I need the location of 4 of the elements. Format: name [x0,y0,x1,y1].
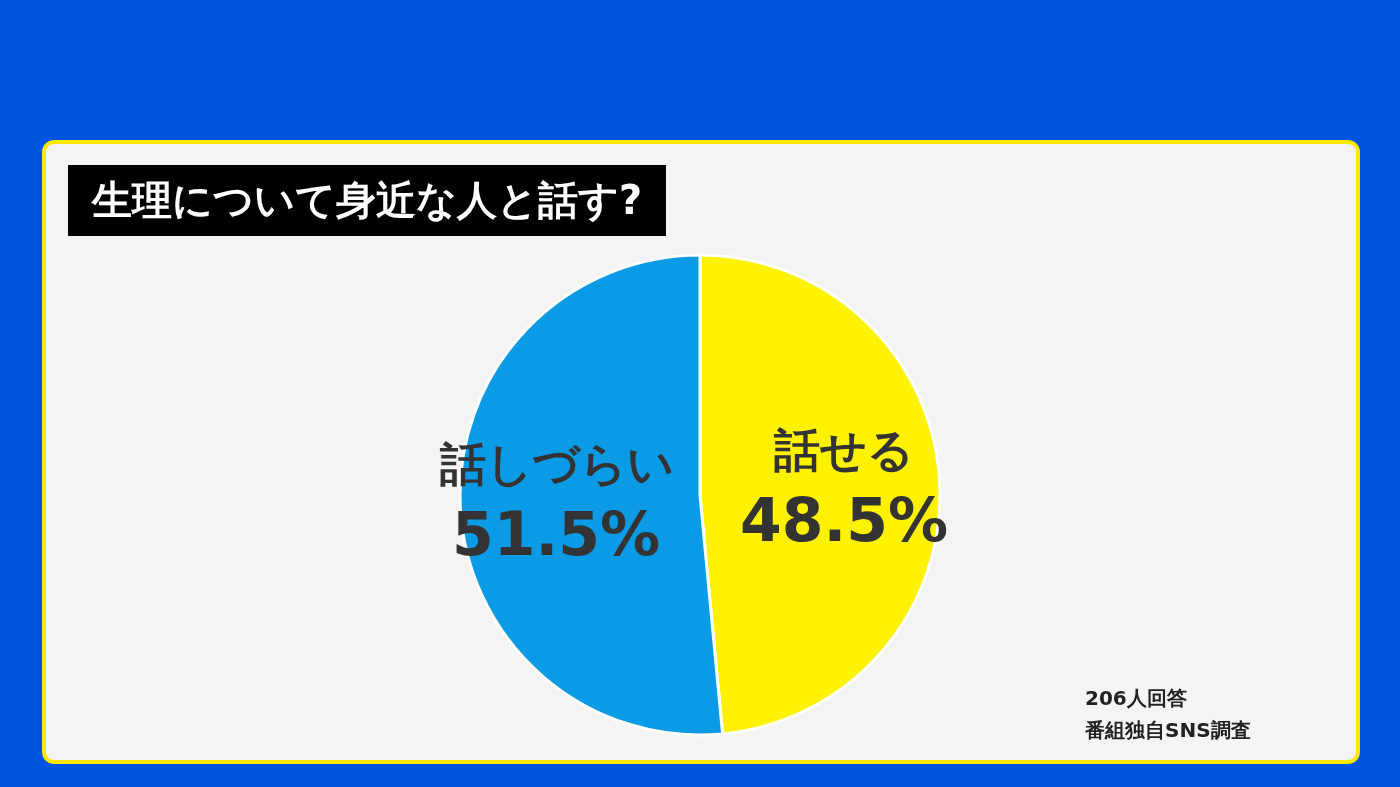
slice-label: 話せる [773,423,914,477]
text: 206人回答 [1085,685,1188,712]
chart-title: 生理について身近な人と話す? [68,165,667,236]
text: 番組独自SNS調査 [1085,717,1251,744]
